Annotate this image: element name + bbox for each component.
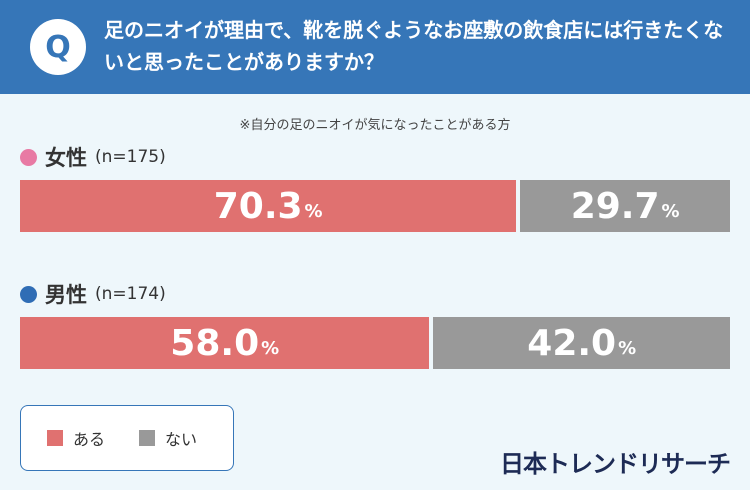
- female-dot-icon: [20, 148, 37, 166]
- legend-swatch-nai: [139, 430, 156, 446]
- legend-label-nai: ない: [165, 430, 198, 449]
- legend: ある ない: [20, 405, 234, 471]
- group-label-female: 女性 (n=175): [20, 144, 166, 170]
- legend-label-aru: ある: [73, 430, 106, 449]
- legend-item-aru: ある: [47, 426, 105, 450]
- bar-male: 58.0% 42.0%: [20, 317, 730, 369]
- legend-item-nai: ない: [139, 426, 197, 450]
- brand-logo: 日本トレンドリサーチ: [500, 450, 731, 478]
- bar-segment-male-aru: 58.0%: [20, 317, 430, 369]
- respondent-note: ※自分の足のニオイが気になったことがある方: [239, 118, 511, 133]
- legend-swatch-aru: [47, 430, 63, 446]
- question-text: 足のニオイが理由で、靴を脱ぐようなお座敷の飲食店には行きたくないと思ったことがあ…: [104, 18, 724, 74]
- bar-female: 70.3% 29.7%: [20, 180, 730, 232]
- group-label-male: 男性 (n=174): [20, 281, 166, 307]
- group-n-male: (n=174): [95, 284, 166, 304]
- value-label-male-nai: 42.0: [527, 322, 617, 364]
- value-label-male-aru: 58.0: [170, 322, 260, 364]
- value-label-female-aru: 70.3: [213, 185, 303, 227]
- bar-segment-female-nai: 29.7%: [520, 180, 730, 232]
- unit-label: %: [661, 200, 680, 222]
- unit-label: %: [618, 337, 637, 359]
- value-label-female-nai: 29.7: [570, 185, 660, 227]
- unit-label: %: [261, 337, 280, 359]
- bar-segment-female-aru: 70.3%: [20, 180, 517, 232]
- group-n-female: (n=175): [95, 147, 166, 167]
- unit-label: %: [304, 200, 323, 222]
- group-name-male: 男性: [45, 283, 87, 307]
- q-badge-icon: Q: [30, 19, 86, 75]
- male-dot-icon: [20, 285, 37, 303]
- group-name-female: 女性: [45, 146, 87, 170]
- bar-segment-male-nai: 42.0%: [433, 317, 730, 369]
- question-header: Q 足のニオイが理由で、靴を脱ぐようなお座敷の飲食店には行きたくないと思ったこと…: [0, 0, 750, 94]
